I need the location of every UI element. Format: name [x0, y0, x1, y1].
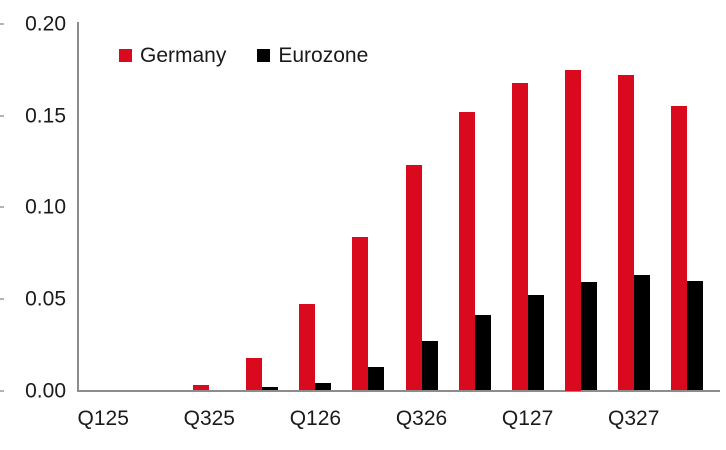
- bar-eurozone-q425: [262, 386, 279, 391]
- bar-germany-q425: [246, 357, 263, 391]
- bar-germany-q427: [670, 106, 687, 391]
- y-axis-edge-tick: [0, 23, 4, 25]
- y-axis-label: 0.15: [25, 104, 66, 128]
- legend-label-germany: Germany: [140, 44, 227, 67]
- x-axis-label: Q325: [183, 407, 235, 430]
- y-axis-label: 0.00: [25, 379, 66, 402]
- bar-eurozone-q327: [633, 275, 650, 391]
- y-axis-edge-tick: [0, 297, 4, 300]
- legend-item-germany: Germany: [119, 45, 226, 66]
- bar-germany-q325: [193, 385, 210, 391]
- bar-germany-q226: [352, 236, 369, 391]
- bar-germany-q227: [564, 69, 581, 391]
- bar-germany-q127: [511, 82, 528, 391]
- y-axis-edge-tick: [0, 389, 4, 392]
- y-axis-line: [77, 22, 79, 391]
- x-axis-label: Q326: [395, 407, 448, 430]
- y-axis-label: 0.05: [25, 287, 66, 311]
- y-axis-edge-tick: [0, 206, 4, 209]
- legend-label-eurozone: Eurozone: [278, 44, 369, 67]
- bar-eurozone-q326: [421, 341, 438, 391]
- germany-color-swatch: [119, 49, 132, 62]
- bar-eurozone-q427: [686, 280, 703, 391]
- x-axis-label: Q327: [608, 407, 660, 430]
- bar-germany-q326: [405, 165, 422, 391]
- bar-eurozone-q126: [315, 383, 332, 391]
- bar-eurozone-q426: [474, 315, 491, 391]
- y-axis-edge-tick: [0, 114, 4, 117]
- bar-germany-q327: [617, 75, 634, 391]
- bar-eurozone-q226: [368, 366, 385, 391]
- y-axis-label: 0.10: [25, 195, 66, 219]
- x-axis-label: Q125: [77, 407, 129, 430]
- chart-legend: Germany Eurozone: [119, 45, 368, 66]
- bar-eurozone-q127: [527, 295, 544, 391]
- bar-eurozone-q227: [580, 282, 597, 391]
- x-axis-label: Q127: [501, 407, 554, 430]
- x-axis-line: [77, 390, 720, 392]
- legend-item-eurozone: Eurozone: [257, 45, 368, 66]
- y-axis-label: 0.20: [25, 12, 66, 36]
- x-axis-label: Q126: [289, 407, 342, 430]
- bar-germany-q126: [299, 304, 316, 391]
- eurozone-color-swatch: [257, 49, 271, 62]
- bar-germany-q426: [458, 111, 475, 391]
